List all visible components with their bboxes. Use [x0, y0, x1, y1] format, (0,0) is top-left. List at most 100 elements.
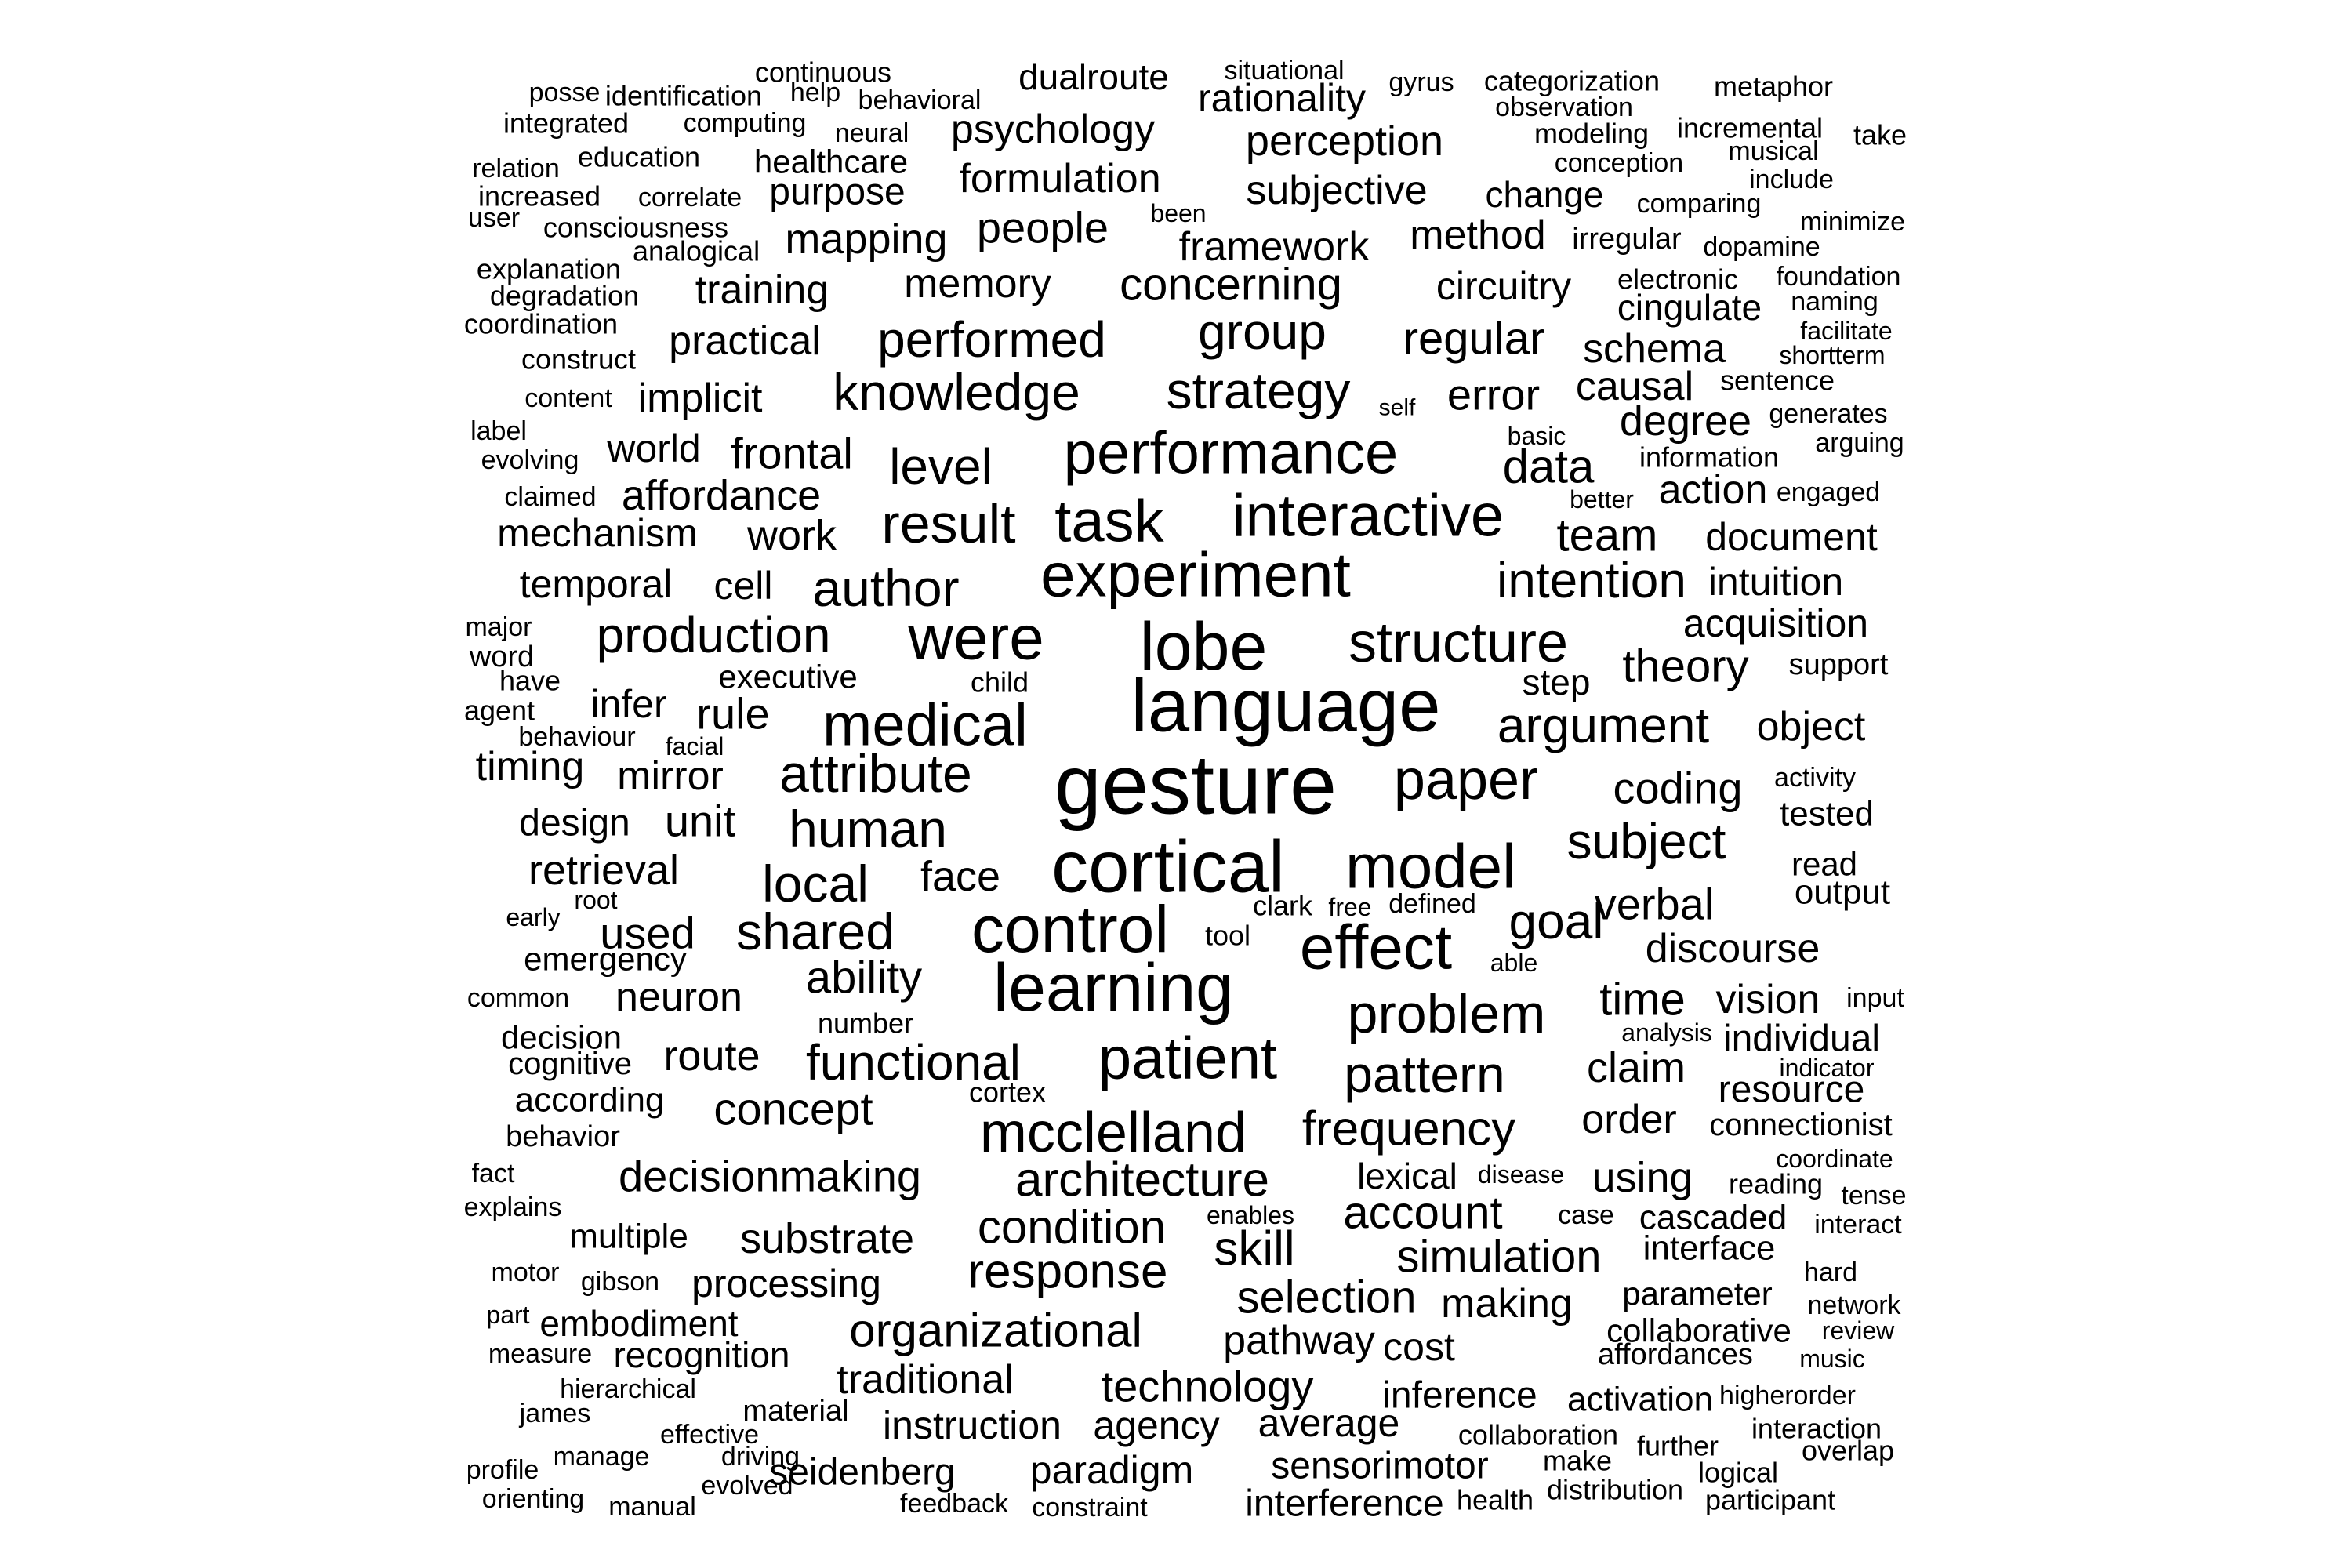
cloud-word: music — [1799, 1345, 1865, 1373]
cloud-word: network — [1807, 1290, 1901, 1320]
cloud-word: frontal — [731, 429, 853, 478]
cloud-word: driving — [721, 1442, 800, 1472]
cloud-word: level — [889, 438, 993, 495]
cloud-word: health — [1457, 1484, 1534, 1516]
cloud-word: performed — [877, 311, 1106, 368]
cloud-word: major — [465, 612, 532, 642]
cloud-word: claimed — [504, 482, 596, 512]
cloud-word: disease — [1478, 1160, 1564, 1189]
cloud-word: implicit — [638, 376, 763, 421]
cloud-word: distribution — [1547, 1474, 1683, 1506]
cloud-word: integrated — [503, 107, 629, 140]
cloud-word: dualroute — [1018, 56, 1169, 97]
cloud-word: arguing — [1815, 428, 1904, 458]
cloud-word: content — [524, 383, 612, 413]
cloud-word: case — [1558, 1200, 1614, 1230]
cloud-word: control — [971, 892, 1169, 966]
cloud-word: shortterm — [1779, 341, 1885, 369]
cloud-word: formulation — [959, 156, 1160, 201]
cloud-word: input — [1846, 983, 1904, 1013]
cloud-word: ability — [806, 953, 922, 1004]
cloud-word: orienting — [482, 1484, 584, 1514]
cloud-word: design — [519, 803, 630, 844]
cloud-word: degree — [1620, 397, 1751, 445]
cloud-word: effect — [1300, 913, 1452, 982]
cloud-word: explanation — [477, 253, 621, 285]
cloud-word: interference — [1245, 1483, 1443, 1525]
cloud-word: profile — [466, 1455, 539, 1485]
cloud-word: action — [1659, 467, 1768, 513]
cloud-word: regular — [1403, 314, 1545, 365]
cloud-word: correlate — [638, 183, 742, 212]
cloud-word: structure — [1348, 612, 1568, 674]
cloud-word: individual — [1723, 1018, 1880, 1060]
cloud-word: engaged — [1777, 477, 1880, 507]
cloud-word: measure — [488, 1339, 592, 1369]
cloud-word: common — [467, 983, 569, 1013]
cloud-word: free — [1328, 893, 1371, 921]
cloud-word: continuous — [755, 56, 891, 89]
cloud-word: medical — [822, 692, 1028, 759]
cloud-word: knowledge — [833, 363, 1080, 421]
cloud-word: mirror — [617, 753, 724, 799]
cloud-word: attribute — [779, 744, 972, 804]
cloud-word: decisionmaking — [619, 1152, 921, 1201]
cloud-word: material — [742, 1395, 848, 1428]
cloud-word: intuition — [1708, 560, 1843, 604]
cloud-word: experiment — [1040, 540, 1351, 610]
cloud-word: lobe — [1140, 609, 1268, 684]
cloud-word: emergency — [524, 941, 687, 978]
cloud-word: substrate — [740, 1215, 914, 1262]
cloud-word: evolving — [481, 445, 579, 475]
cloud-word: root — [574, 886, 617, 914]
cloud-word: author — [812, 559, 959, 617]
cloud-word: affordance — [622, 472, 821, 519]
cloud-word: behaviour — [518, 722, 635, 752]
cloud-word: selection — [1237, 1272, 1417, 1323]
cloud-word: generates — [1769, 399, 1887, 429]
cloud-word: fact — [472, 1159, 515, 1189]
cloud-word: manual — [608, 1492, 696, 1522]
cloud-word: embodiment — [539, 1303, 738, 1344]
cloud-word: infer — [590, 682, 666, 726]
cloud-word: intention — [1497, 552, 1686, 608]
cloud-word: rule — [696, 689, 769, 739]
cloud-word: self — [1379, 395, 1416, 421]
cloud-word: local — [762, 855, 869, 913]
cloud-word: coordinate — [1776, 1145, 1893, 1173]
cloud-word: musical — [1728, 136, 1818, 166]
cloud-word: include — [1749, 165, 1834, 194]
cloud-word: problem — [1348, 983, 1546, 1044]
cloud-word: agent — [464, 695, 535, 727]
cloud-word: executive — [718, 659, 857, 695]
cloud-word: interactive — [1232, 483, 1504, 550]
cloud-word: route — [663, 1033, 760, 1080]
cloud-word: cell — [713, 564, 772, 608]
cloud-word: account — [1343, 1188, 1502, 1239]
cloud-word: manage — [554, 1442, 650, 1472]
cloud-word: interface — [1643, 1229, 1776, 1268]
cloud-word: cortical — [1051, 826, 1285, 908]
cloud-word: modeling — [1534, 118, 1649, 150]
cloud-word: inference — [1382, 1375, 1537, 1417]
cloud-word: clark — [1253, 890, 1313, 922]
cloud-word: strategy — [1167, 361, 1351, 419]
cloud-word: agency — [1093, 1403, 1219, 1447]
cloud-word: resource — [1719, 1069, 1865, 1111]
cloud-word: argument — [1497, 697, 1710, 753]
cloud-word: basic — [1508, 422, 1566, 450]
cloud-word: face — [920, 853, 1000, 900]
cloud-word: education — [578, 141, 700, 173]
cloud-word: order — [1581, 1097, 1676, 1142]
cloud-word: gyrus — [1388, 67, 1454, 97]
cloud-word: information — [1639, 441, 1779, 474]
cloud-word: language — [1131, 664, 1440, 748]
cloud-word: minimize — [1800, 207, 1905, 237]
cloud-word: constraint — [1032, 1493, 1148, 1523]
cloud-word: better — [1570, 485, 1634, 514]
cloud-word: cost — [1383, 1325, 1455, 1369]
cloud-word: metaphor — [1714, 71, 1833, 103]
cloud-word: using — [1592, 1154, 1693, 1201]
cloud-word: paradigm — [1030, 1448, 1193, 1492]
cloud-word: number — [818, 1007, 913, 1040]
